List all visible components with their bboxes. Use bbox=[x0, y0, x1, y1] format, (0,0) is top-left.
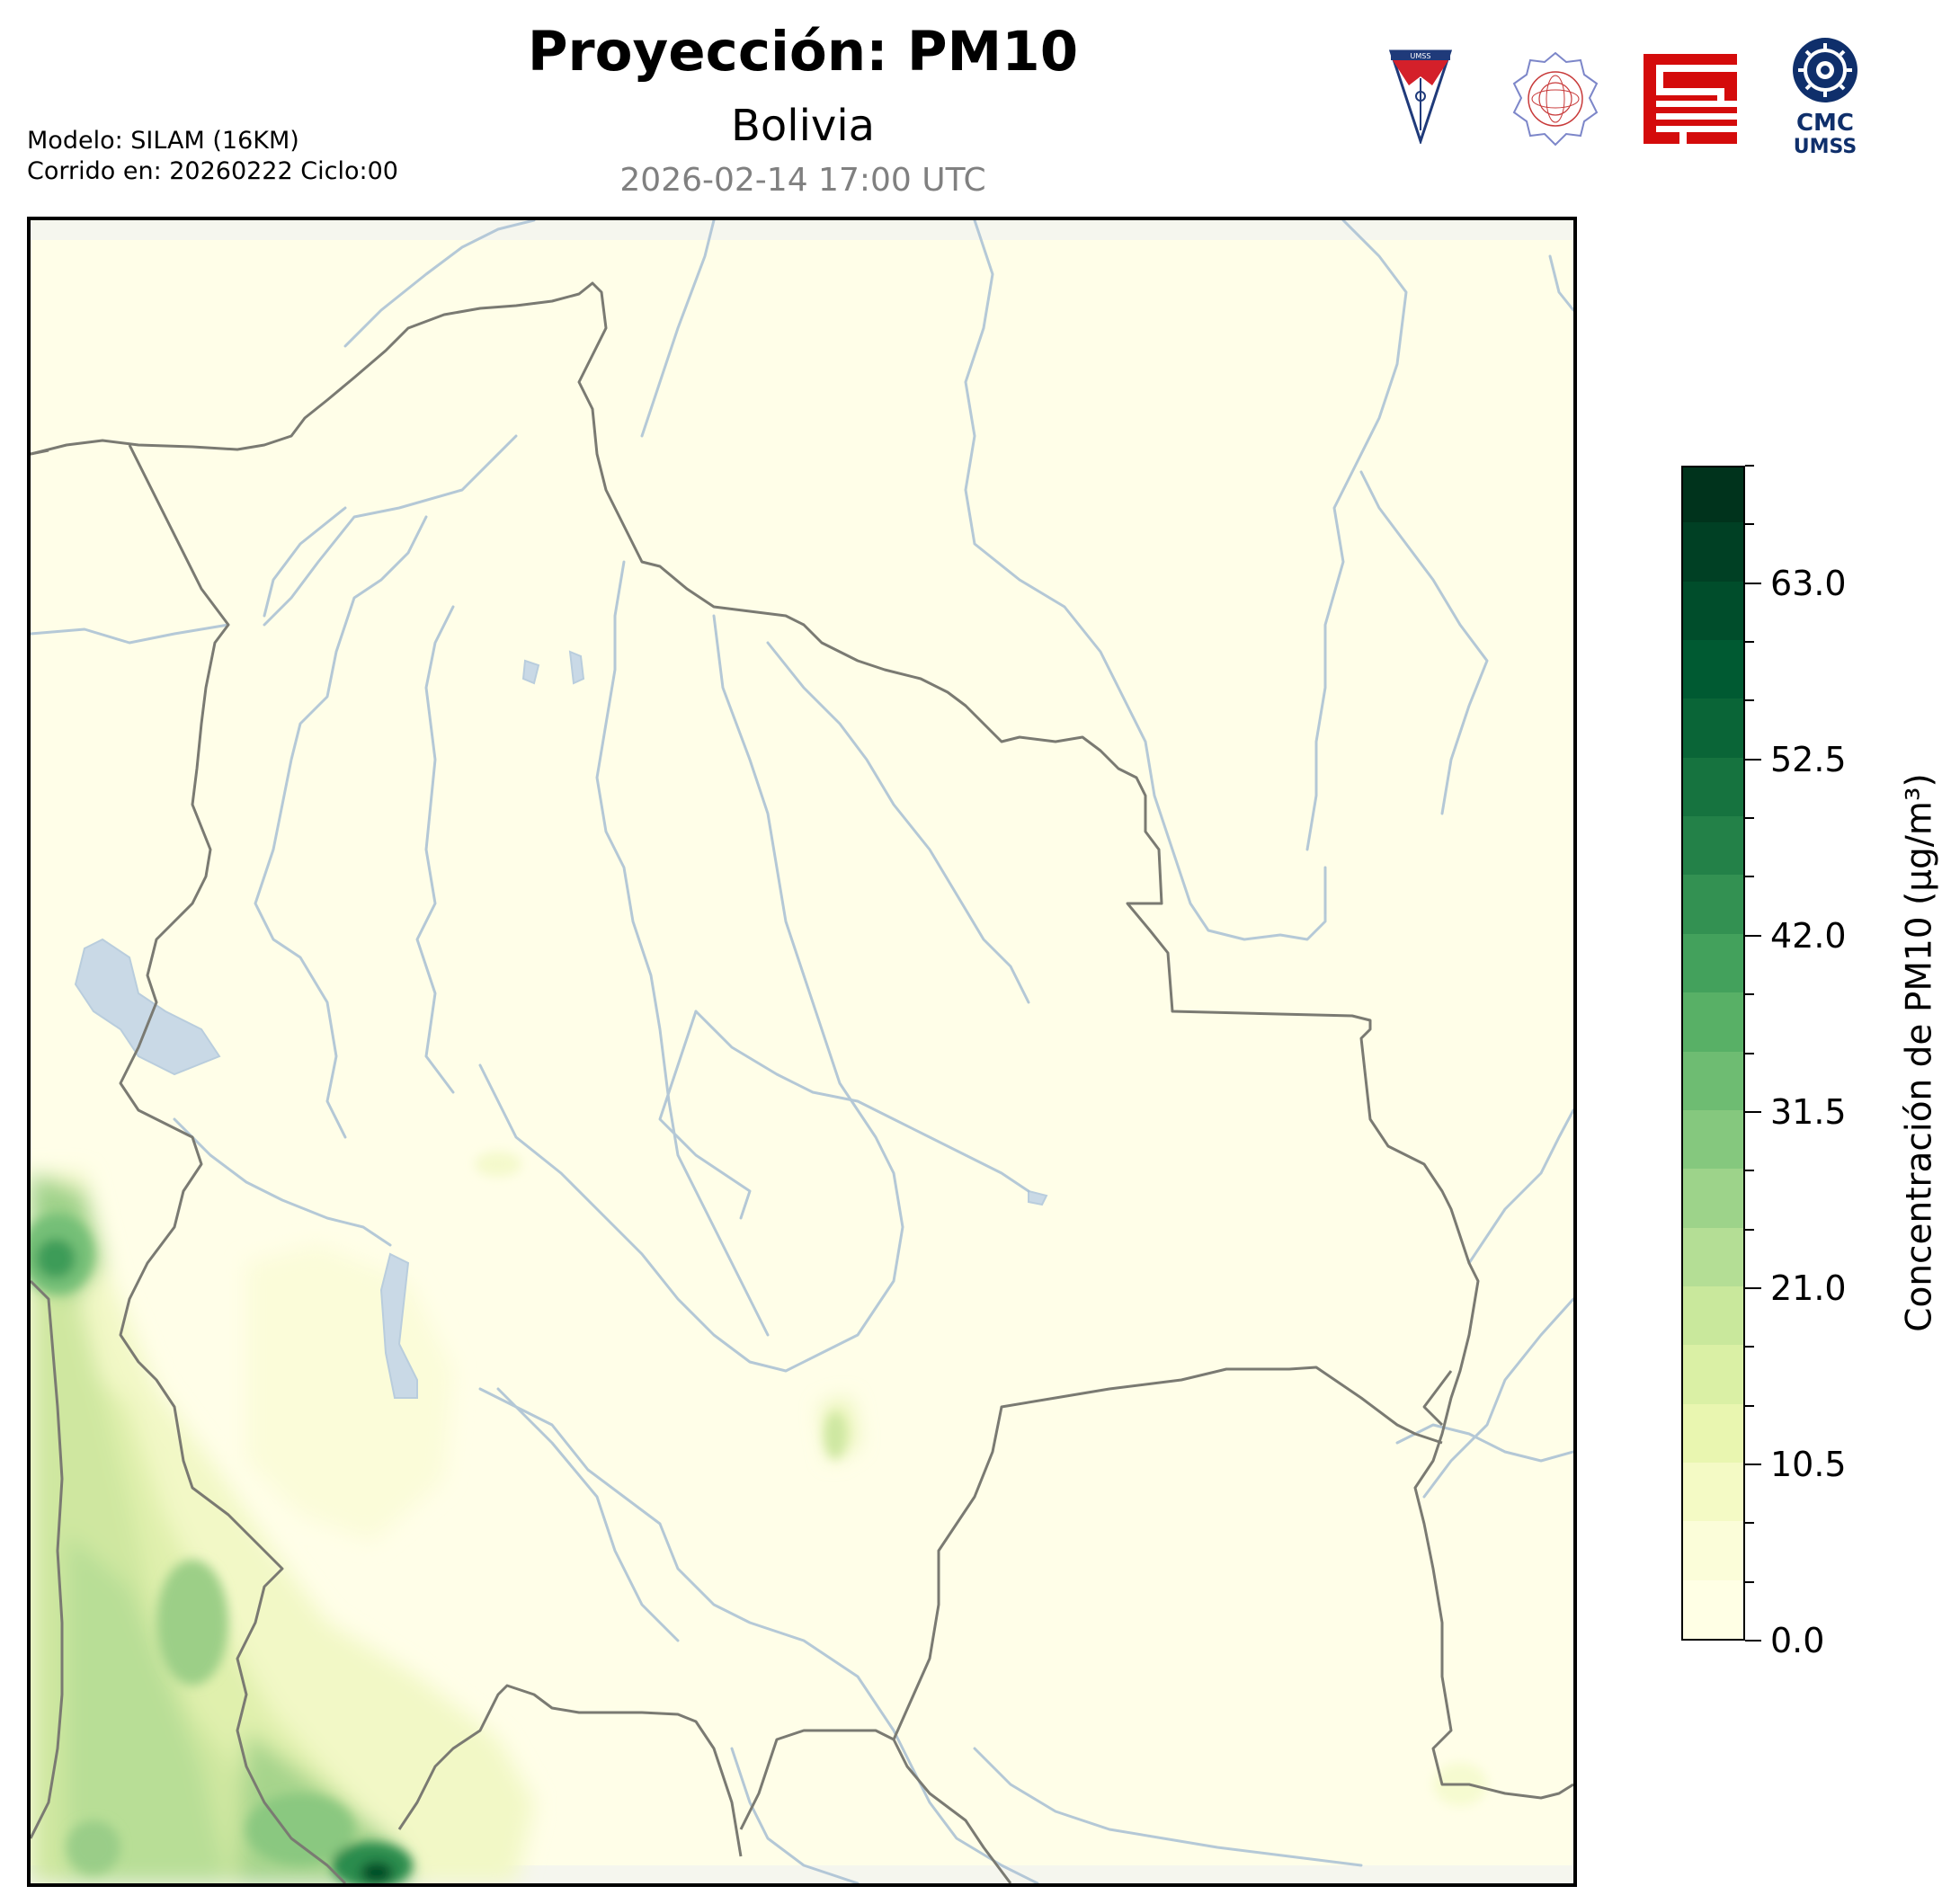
river bbox=[973, 1747, 1363, 1867]
colorbar-segment bbox=[1683, 1520, 1743, 1580]
river bbox=[694, 1010, 1030, 1193]
colorbar-tick-label: 21.0 bbox=[1770, 1268, 1847, 1308]
river bbox=[263, 506, 347, 618]
colorbar-tick-label: 31.5 bbox=[1770, 1091, 1847, 1132]
lake-titicaca bbox=[74, 938, 221, 1076]
colorbar bbox=[1681, 466, 1745, 1641]
colorbar-tick-label: 0.0 bbox=[1770, 1621, 1825, 1660]
colorbar-segment bbox=[1683, 1579, 1743, 1639]
border-segment bbox=[1422, 1370, 1453, 1427]
colorbar-segment bbox=[1683, 698, 1743, 758]
river bbox=[478, 1387, 1039, 1883]
colorbar-label: Concentración de PM10 (µg/m³) bbox=[1899, 773, 1940, 1332]
border-segment bbox=[31, 449, 49, 456]
colorbar-segment bbox=[1683, 1109, 1743, 1170]
colorbar-segment bbox=[1683, 815, 1743, 876]
river bbox=[31, 623, 230, 645]
colorbar-tick-label: 10.5 bbox=[1770, 1444, 1847, 1484]
paraguay-border bbox=[892, 1366, 1443, 1740]
pm10-concentration-field bbox=[31, 1152, 1487, 1883]
river bbox=[1548, 254, 1573, 312]
model-info: Modelo: SILAM (16KM) Corrido en: 2026022… bbox=[27, 126, 398, 187]
colorbar-segment bbox=[1683, 757, 1743, 817]
colorbar-segment bbox=[1683, 1403, 1743, 1463]
river bbox=[640, 220, 716, 438]
river bbox=[478, 614, 904, 1373]
country-borders bbox=[31, 281, 1573, 1883]
southern-border bbox=[739, 1729, 1012, 1883]
umss-shield-logo: UMSS bbox=[1388, 49, 1453, 146]
colorbar-segment bbox=[1683, 992, 1743, 1052]
river bbox=[1467, 1108, 1573, 1265]
colorbar-segment bbox=[1683, 467, 1743, 523]
river bbox=[964, 220, 1327, 941]
river bbox=[595, 560, 770, 1337]
southern-border bbox=[397, 1684, 743, 1857]
region-subtitle: Bolivia bbox=[730, 101, 876, 151]
river bbox=[658, 1010, 752, 1220]
river bbox=[263, 434, 518, 627]
page-title: Proyección: PM10 bbox=[527, 20, 1079, 84]
small-lake-2 bbox=[568, 650, 585, 685]
bolivia-border bbox=[31, 281, 1573, 1800]
colorbar-segment bbox=[1683, 1344, 1743, 1404]
map-edge-top bbox=[31, 220, 1573, 240]
coastline bbox=[31, 1279, 64, 1839]
western-border bbox=[119, 444, 347, 1883]
cmc-umss-logo: CMC UMSS bbox=[1789, 36, 1861, 158]
river bbox=[1305, 220, 1408, 851]
faculty-logo bbox=[1644, 54, 1737, 144]
river bbox=[496, 1387, 680, 1642]
colorbar-segment bbox=[1683, 1168, 1743, 1228]
colorbar-tick-label: 42.0 bbox=[1770, 915, 1847, 956]
umss-shield-text: UMSS bbox=[1411, 52, 1431, 60]
pm10-map bbox=[31, 220, 1573, 1883]
colorbar-segment bbox=[1683, 933, 1743, 993]
run-line: Corrido en: 20260222 Ciclo:00 bbox=[27, 157, 398, 185]
river bbox=[766, 641, 1030, 1004]
river bbox=[173, 1117, 392, 1247]
forecast-timestamp: 2026-02-14 17:00 UTC bbox=[619, 162, 986, 199]
river bbox=[1422, 1297, 1573, 1499]
colorbar-segment bbox=[1683, 1462, 1743, 1522]
lakes bbox=[74, 650, 1048, 1399]
colorbar-tick-label: 52.5 bbox=[1770, 739, 1847, 779]
colorbar-segment bbox=[1683, 521, 1743, 582]
map-panel bbox=[27, 217, 1577, 1887]
colorbar-segment bbox=[1683, 874, 1743, 934]
cmc-logo-text: CMC bbox=[1796, 110, 1854, 137]
small-lake-3 bbox=[1028, 1189, 1048, 1206]
river bbox=[1395, 1423, 1573, 1463]
river bbox=[415, 605, 455, 1094]
colorbar-segment bbox=[1683, 1050, 1743, 1110]
cmc-logo-subtext: UMSS bbox=[1794, 136, 1857, 157]
colorbar-segment bbox=[1683, 1286, 1743, 1346]
river bbox=[730, 1747, 860, 1883]
river bbox=[254, 515, 428, 1139]
river bbox=[343, 220, 536, 348]
rivers bbox=[31, 220, 1573, 1883]
river bbox=[1359, 470, 1489, 815]
model-line: Modelo: SILAM (16KM) bbox=[27, 127, 299, 155]
physics-department-seal bbox=[1510, 49, 1600, 148]
small-lake-1 bbox=[521, 659, 540, 685]
lake-poopo bbox=[379, 1252, 418, 1399]
colorbar-segment bbox=[1683, 639, 1743, 699]
colorbar-segment bbox=[1683, 1226, 1743, 1286]
colorbar-tick-label: 63.0 bbox=[1770, 563, 1847, 603]
colorbar-segment bbox=[1683, 581, 1743, 641]
